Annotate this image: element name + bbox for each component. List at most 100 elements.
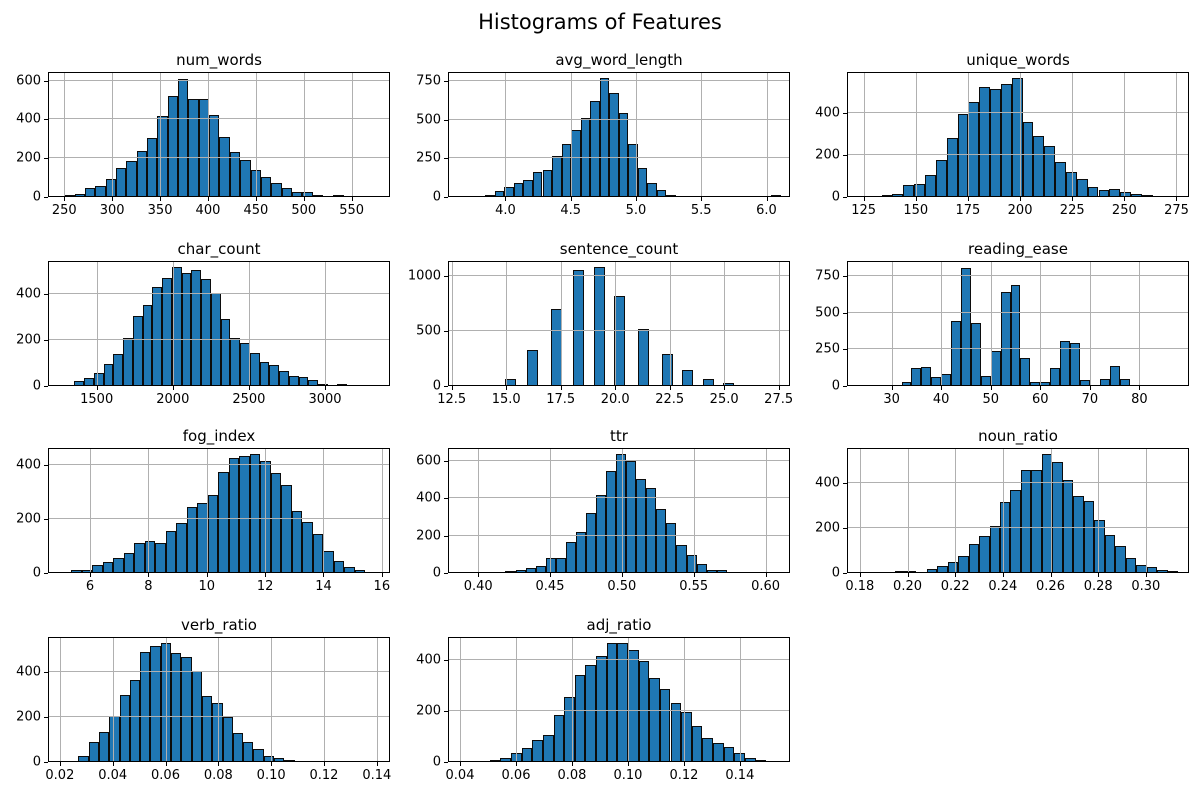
y-tick-label: 200 <box>16 150 41 166</box>
gridline-x <box>478 448 480 573</box>
histogram-bar <box>243 741 254 762</box>
histogram-bar <box>188 99 199 197</box>
histogram-bar <box>515 570 526 573</box>
gridline-x <box>265 448 267 573</box>
x-tick-label: 0.08 <box>203 768 233 783</box>
gridline-x <box>218 637 220 762</box>
x-tick-label: 0.28 <box>1083 579 1113 594</box>
histogram-bar <box>884 571 896 573</box>
x-tick-label: 225 <box>1059 203 1085 218</box>
x-tick-mark <box>165 762 167 766</box>
y-tick-label: 200 <box>16 511 41 527</box>
histogram-bar <box>675 195 686 197</box>
x-tick-mark <box>550 573 552 577</box>
histogram-bar <box>968 102 980 197</box>
gridline-x <box>955 448 957 573</box>
histogram-bar <box>1062 479 1074 573</box>
histogram-bar <box>542 735 554 762</box>
gridline-x <box>351 72 353 197</box>
x-tick-label: 6.0 <box>756 203 777 218</box>
x-tick-mark <box>172 386 174 390</box>
gridline-x <box>325 261 326 386</box>
x-tick-mark <box>693 573 695 577</box>
histogram-bar <box>1010 284 1021 386</box>
x-tick-label: 175 <box>955 203 981 218</box>
y-tick-mark <box>843 349 847 351</box>
histogram-bar <box>1099 379 1110 386</box>
subplot-fog_index <box>48 448 390 573</box>
bars-layer <box>847 261 1189 386</box>
histogram-bar <box>755 759 767 762</box>
x-tick-mark <box>570 197 572 201</box>
histogram-bar <box>596 495 607 573</box>
gridline-x <box>112 72 114 197</box>
histogram-bar <box>279 371 289 386</box>
gridline-y <box>448 118 790 120</box>
x-tick-mark <box>478 573 480 577</box>
gridline-y <box>847 311 1189 313</box>
histogram-bar <box>744 384 756 386</box>
x-tick-label: 0.14 <box>362 768 392 783</box>
gridline-x <box>323 637 325 762</box>
histogram-bar <box>935 160 947 197</box>
x-tick-label: 450 <box>243 203 269 218</box>
histogram-bar <box>271 183 282 197</box>
x-tick-mark <box>560 386 562 390</box>
histogram-bar <box>561 143 572 197</box>
x-tick-label: 0.55 <box>679 579 709 594</box>
gridline-x <box>381 448 383 573</box>
gridline-x <box>460 637 462 762</box>
gridline-x <box>1020 72 1022 197</box>
y-tick-mark <box>44 519 48 520</box>
gridline-x <box>891 261 893 386</box>
histogram-bar <box>926 568 938 573</box>
histogram-bar <box>859 196 871 197</box>
x-tick-mark <box>271 762 273 766</box>
histogram-bar <box>696 563 707 573</box>
histogram-bar <box>614 295 625 386</box>
histogram-bar <box>353 196 365 197</box>
x-tick-mark <box>1072 197 1074 201</box>
subplot-reading_ease <box>847 261 1189 386</box>
histogram-bar <box>1178 571 1189 573</box>
x-tick-label: 20.0 <box>600 392 630 407</box>
y-tick-label: 400 <box>16 664 41 680</box>
histogram-bar <box>564 696 575 762</box>
bars-layer <box>847 72 1189 197</box>
gridline-x <box>271 637 273 762</box>
histogram-bar <box>1000 292 1011 386</box>
histogram-bar <box>323 551 334 573</box>
histogram-bar <box>1079 380 1090 386</box>
gridline-x <box>859 448 861 573</box>
bars-layer <box>448 261 790 386</box>
histogram-bar <box>302 191 313 197</box>
x-tick-mark <box>701 197 703 201</box>
x-tick-label: 0.18 <box>845 579 875 594</box>
x-tick-mark <box>460 762 462 766</box>
x-tick-mark <box>248 386 250 390</box>
histogram-bar <box>513 183 524 197</box>
histogram-bar <box>659 689 671 762</box>
histogram-bar <box>585 664 597 762</box>
histogram-bar <box>526 349 538 386</box>
x-tick-label: 0.40 <box>463 579 493 594</box>
histogram-bar <box>259 361 270 386</box>
gridline-y <box>48 157 390 159</box>
y-tick-label: 400 <box>815 105 840 121</box>
histogram-bar <box>1141 195 1153 197</box>
gridline-x <box>941 261 943 386</box>
x-tick-label: 2500 <box>232 392 266 407</box>
histogram-bar <box>298 376 309 386</box>
histogram-bar <box>78 756 89 762</box>
gridline-y <box>48 118 390 120</box>
gridline-y <box>48 338 390 340</box>
gridline-x <box>739 637 741 762</box>
y-tick-label: 400 <box>416 652 441 668</box>
histogram-bar <box>686 555 697 573</box>
y-tick-mark <box>44 762 48 763</box>
gridline-y <box>847 274 1189 276</box>
x-tick-label: 10 <box>198 579 215 594</box>
histogram-bar <box>1149 384 1160 386</box>
histogram-bar <box>1055 162 1066 197</box>
